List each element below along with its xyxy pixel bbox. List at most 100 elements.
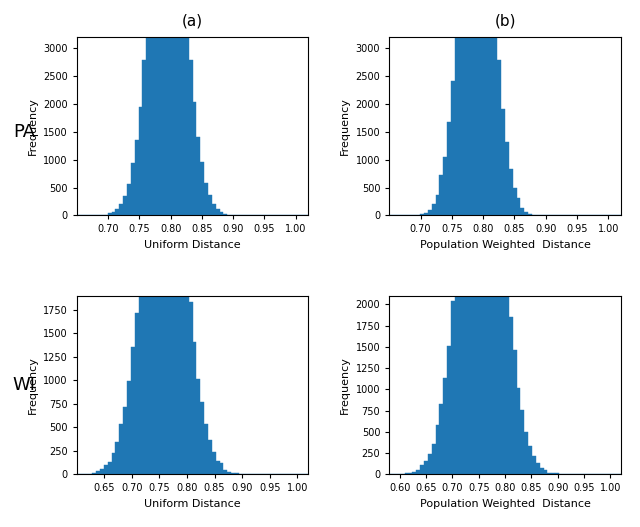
Bar	[486, 0, 490, 216]
Bar	[212, 452, 216, 474]
Bar	[497, 60, 501, 216]
Bar	[497, 183, 501, 474]
Bar	[455, 30, 459, 216]
Bar	[162, 0, 166, 216]
Bar	[111, 212, 115, 216]
Bar	[444, 157, 447, 216]
Bar	[420, 214, 424, 216]
Bar	[440, 404, 444, 474]
Bar	[524, 211, 528, 216]
Bar	[177, 0, 181, 216]
Text: PA: PA	[13, 123, 35, 141]
Bar	[451, 81, 455, 216]
Bar	[154, 0, 158, 216]
Bar	[467, 113, 470, 474]
Bar	[196, 137, 200, 216]
Bar	[200, 162, 204, 216]
Bar	[104, 465, 108, 474]
Bar	[459, 0, 463, 216]
X-axis label: Population Weighted  Distance: Population Weighted Distance	[420, 240, 591, 250]
Bar	[166, 0, 170, 216]
Bar	[470, 0, 474, 216]
Bar	[223, 214, 227, 216]
Title: (b): (b)	[494, 14, 516, 29]
Bar	[474, 63, 478, 474]
Bar	[482, 0, 486, 216]
Y-axis label: Frequency: Frequency	[28, 97, 38, 155]
Bar	[556, 473, 559, 474]
Bar	[474, 0, 478, 216]
Bar	[436, 194, 440, 216]
Bar	[505, 142, 509, 216]
Bar	[220, 212, 223, 216]
Bar	[408, 473, 412, 474]
X-axis label: Uniform Distance: Uniform Distance	[144, 499, 241, 509]
Bar	[216, 462, 220, 474]
Bar	[424, 461, 428, 474]
Bar	[490, 0, 493, 216]
X-axis label: Population Weighted  Distance: Population Weighted Distance	[420, 499, 591, 509]
Bar	[520, 409, 524, 474]
Bar	[536, 463, 540, 474]
Bar	[447, 346, 451, 474]
Bar	[147, 184, 150, 474]
Bar	[204, 424, 208, 474]
Bar	[123, 196, 127, 216]
Bar	[227, 215, 231, 216]
Bar	[501, 223, 505, 474]
Bar	[134, 140, 138, 216]
Bar	[478, 63, 482, 474]
Bar	[524, 433, 528, 474]
Bar	[204, 183, 208, 216]
Bar	[108, 213, 111, 216]
Bar	[520, 208, 524, 216]
Bar	[528, 446, 532, 474]
Bar	[513, 350, 516, 474]
Bar	[505, 274, 509, 474]
Bar	[509, 169, 513, 216]
Bar	[516, 198, 520, 216]
Bar	[223, 470, 227, 474]
Bar	[432, 203, 436, 216]
Text: WI: WI	[13, 376, 36, 394]
Bar	[111, 453, 115, 474]
Bar	[478, 0, 482, 216]
Bar	[115, 209, 119, 216]
Bar	[227, 472, 231, 474]
Bar	[493, 133, 497, 474]
Bar	[547, 473, 551, 474]
Bar	[123, 406, 127, 474]
Bar	[200, 402, 204, 474]
Bar	[147, 17, 150, 216]
Bar	[142, 230, 147, 474]
Bar	[131, 163, 134, 216]
Y-axis label: Frequency: Frequency	[340, 97, 350, 155]
Bar	[444, 378, 447, 474]
Title: (a): (a)	[182, 14, 203, 29]
Bar	[150, 0, 154, 216]
Bar	[138, 270, 142, 474]
Bar	[193, 343, 196, 474]
Bar	[173, 144, 177, 474]
Y-axis label: Frequency: Frequency	[28, 356, 38, 414]
Bar	[482, 59, 486, 474]
Bar	[543, 471, 547, 474]
Bar	[447, 122, 451, 216]
Bar	[420, 465, 424, 474]
Bar	[463, 166, 467, 474]
Bar	[181, 0, 185, 216]
Bar	[166, 100, 170, 474]
Bar	[440, 175, 444, 216]
Bar	[170, 122, 173, 474]
Bar	[463, 0, 467, 216]
Bar	[470, 87, 474, 474]
Y-axis label: Frequency: Frequency	[340, 356, 350, 414]
Bar	[154, 124, 158, 474]
Bar	[416, 470, 420, 474]
Bar	[528, 213, 532, 216]
Bar	[436, 425, 440, 474]
Bar	[119, 204, 123, 216]
Bar	[516, 388, 520, 474]
Bar	[513, 189, 516, 216]
Bar	[134, 313, 138, 474]
